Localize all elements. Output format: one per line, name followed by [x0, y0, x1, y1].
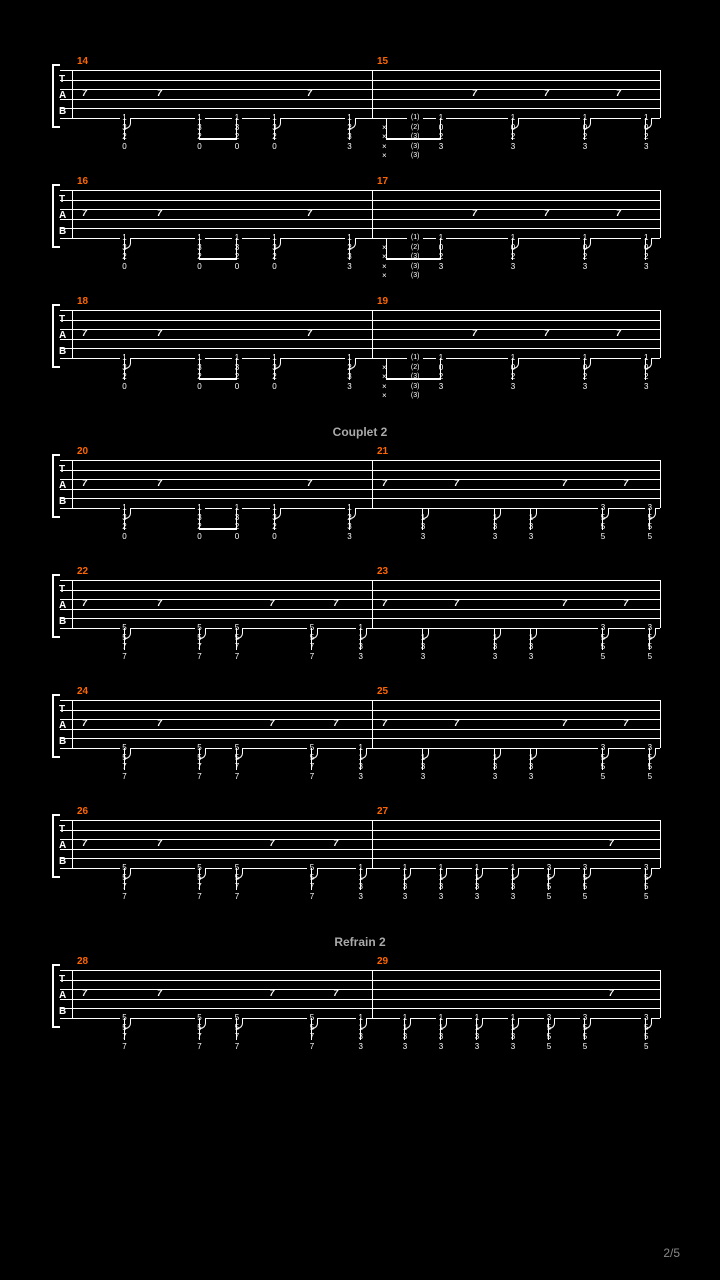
staff-system: TAB147132071320132013207123315××××(1)(2)… — [60, 70, 660, 118]
rest: 7 — [609, 838, 614, 848]
rest: 7 — [82, 718, 87, 728]
rest: 7 — [157, 598, 162, 608]
rest: 7 — [623, 478, 628, 488]
rest: 7 — [472, 88, 477, 98]
rest: 7 — [454, 478, 459, 488]
rest: 7 — [454, 718, 459, 728]
rest: 7 — [333, 598, 338, 608]
measure-number: 28 — [77, 956, 88, 967]
rest: 7 — [382, 478, 387, 488]
rest: 7 — [82, 598, 87, 608]
measure-number: 27 — [377, 806, 388, 817]
measure-number: 25 — [377, 686, 388, 697]
staff-system: TAB167132071320132013207123317××××(1)(2)… — [60, 190, 660, 238]
rest: 7 — [270, 988, 275, 998]
rest: 7 — [562, 718, 567, 728]
rest: 7 — [270, 838, 275, 848]
rest: 7 — [157, 988, 162, 998]
rest: 7 — [270, 718, 275, 728]
measure-number: 18 — [77, 296, 88, 307]
rest: 7 — [616, 328, 621, 338]
measure-number: 29 — [377, 956, 388, 967]
rest: 7 — [454, 598, 459, 608]
rest: 7 — [270, 598, 275, 608]
rest: 7 — [157, 88, 162, 98]
measure-number: 19 — [377, 296, 388, 307]
rest: 7 — [562, 598, 567, 608]
section-title: Couplet 2 — [0, 425, 720, 439]
rest: 7 — [616, 88, 621, 98]
rest: 7 — [623, 718, 628, 728]
rest: 7 — [544, 208, 549, 218]
measure-number: 22 — [77, 566, 88, 577]
measure-number: 23 — [377, 566, 388, 577]
measure-number: 21 — [377, 446, 388, 457]
measure-number: 20 — [77, 446, 88, 457]
rest: 7 — [544, 88, 549, 98]
rest: 7 — [307, 478, 312, 488]
rest: 7 — [333, 718, 338, 728]
staff-system: TAB187132071320132013207123319××××(1)(2)… — [60, 310, 660, 358]
measure-number: 16 — [77, 176, 88, 187]
rest: 7 — [562, 478, 567, 488]
rest: 7 — [333, 988, 338, 998]
rest: 7 — [307, 88, 312, 98]
rest: 7 — [307, 208, 312, 218]
rest: 7 — [382, 718, 387, 728]
staff-system: TAB2875577755775577755777113329113311331… — [60, 970, 660, 1018]
rest: 7 — [623, 598, 628, 608]
rest: 7 — [382, 598, 387, 608]
rest: 7 — [82, 838, 87, 848]
rest: 7 — [82, 328, 87, 338]
section-title: Refrain 2 — [0, 935, 720, 949]
rest: 7 — [157, 208, 162, 218]
rest: 7 — [157, 718, 162, 728]
rest: 7 — [157, 328, 162, 338]
rest: 7 — [333, 838, 338, 848]
rest: 7 — [472, 328, 477, 338]
measure-number: 15 — [377, 56, 388, 67]
rest: 7 — [82, 478, 87, 488]
rest: 7 — [544, 328, 549, 338]
rest: 7 — [472, 208, 477, 218]
staff-system: TAB2675577755775577755777113327113311331… — [60, 820, 660, 868]
rest: 7 — [157, 478, 162, 488]
rest: 7 — [609, 988, 614, 998]
rest: 7 — [82, 208, 87, 218]
rest: 7 — [307, 328, 312, 338]
rest: 7 — [82, 88, 87, 98]
page-number: 2/5 — [663, 1246, 680, 1260]
measure-number: 17 — [377, 176, 388, 187]
staff-system: TAB2475577755775577755777113325713371331… — [60, 700, 660, 748]
rest: 7 — [616, 208, 621, 218]
measure-number: 26 — [77, 806, 88, 817]
staff-system: TAB2071320713201320132071233217133713313… — [60, 460, 660, 508]
measure-number: 24 — [77, 686, 88, 697]
rest: 7 — [157, 838, 162, 848]
staff-system: TAB2275577755775577755777113323713371331… — [60, 580, 660, 628]
rest: 7 — [82, 988, 87, 998]
measure-number: 14 — [77, 56, 88, 67]
